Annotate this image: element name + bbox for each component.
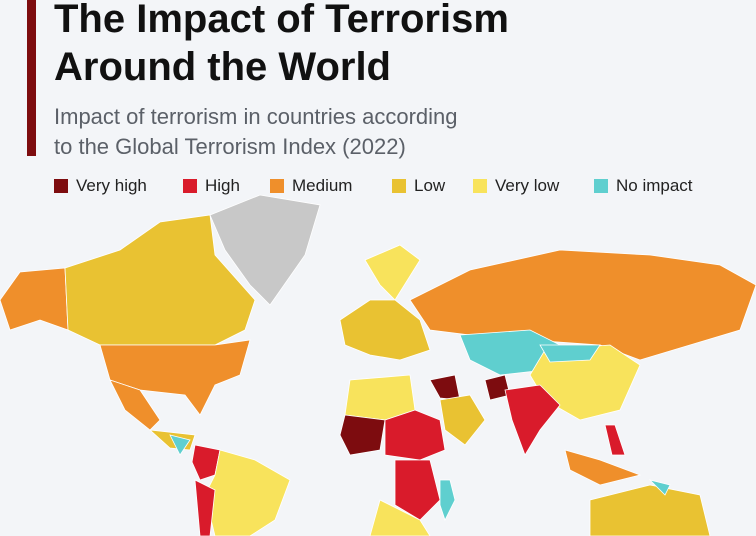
legend-item: Low: [392, 176, 445, 196]
title: The Impact of Terrorism: [54, 0, 509, 41]
country-area: [589, 484, 711, 536]
accent-bar: [27, 0, 36, 156]
country-area: [439, 479, 456, 522]
legend-swatch: [594, 179, 608, 193]
country-area: [109, 379, 161, 431]
country-area: [364, 244, 421, 301]
legend-item: Very low: [473, 176, 559, 196]
country-area: [429, 374, 461, 401]
country-area: [539, 344, 601, 363]
country-area: [194, 479, 216, 536]
legend-label: Very high: [76, 176, 147, 195]
legend-item: High: [183, 176, 240, 196]
legend-swatch: [54, 179, 68, 193]
legend-swatch: [473, 179, 487, 193]
legend-swatch: [270, 179, 284, 193]
country-area: [209, 194, 321, 306]
legend-item: Very high: [54, 176, 147, 196]
country-area: [529, 344, 641, 421]
country-area: [564, 449, 642, 486]
subtitle: Impact of terrorism in countries accordi…: [54, 104, 458, 129]
country-area: [409, 249, 756, 361]
legend-item: No impact: [594, 176, 693, 196]
legend-label: Low: [414, 176, 446, 195]
country-area: [64, 214, 256, 346]
country-area: [604, 424, 626, 456]
legend-label: High: [205, 176, 240, 195]
country-area: [369, 499, 431, 536]
legend-label: Very low: [495, 176, 560, 195]
legend-label: Medium: [292, 176, 353, 195]
country-area: [384, 409, 446, 461]
legend-swatch: [183, 179, 197, 193]
country-area: [394, 459, 441, 521]
country-area: [339, 414, 386, 456]
country-area: [339, 299, 431, 361]
country-area: [191, 444, 221, 481]
country-area: [204, 449, 291, 536]
country-area: [169, 434, 191, 456]
country-area: [648, 479, 671, 496]
title: Around the World: [54, 45, 391, 89]
subtitle: to the Global Terrorism Index (2022): [54, 134, 406, 159]
country-area: [504, 384, 561, 456]
legend-item: Medium: [270, 176, 352, 196]
legend-swatch: [392, 179, 406, 193]
country-area: [0, 267, 69, 331]
country-area: [439, 394, 486, 446]
legend-label: No impact: [616, 176, 693, 195]
